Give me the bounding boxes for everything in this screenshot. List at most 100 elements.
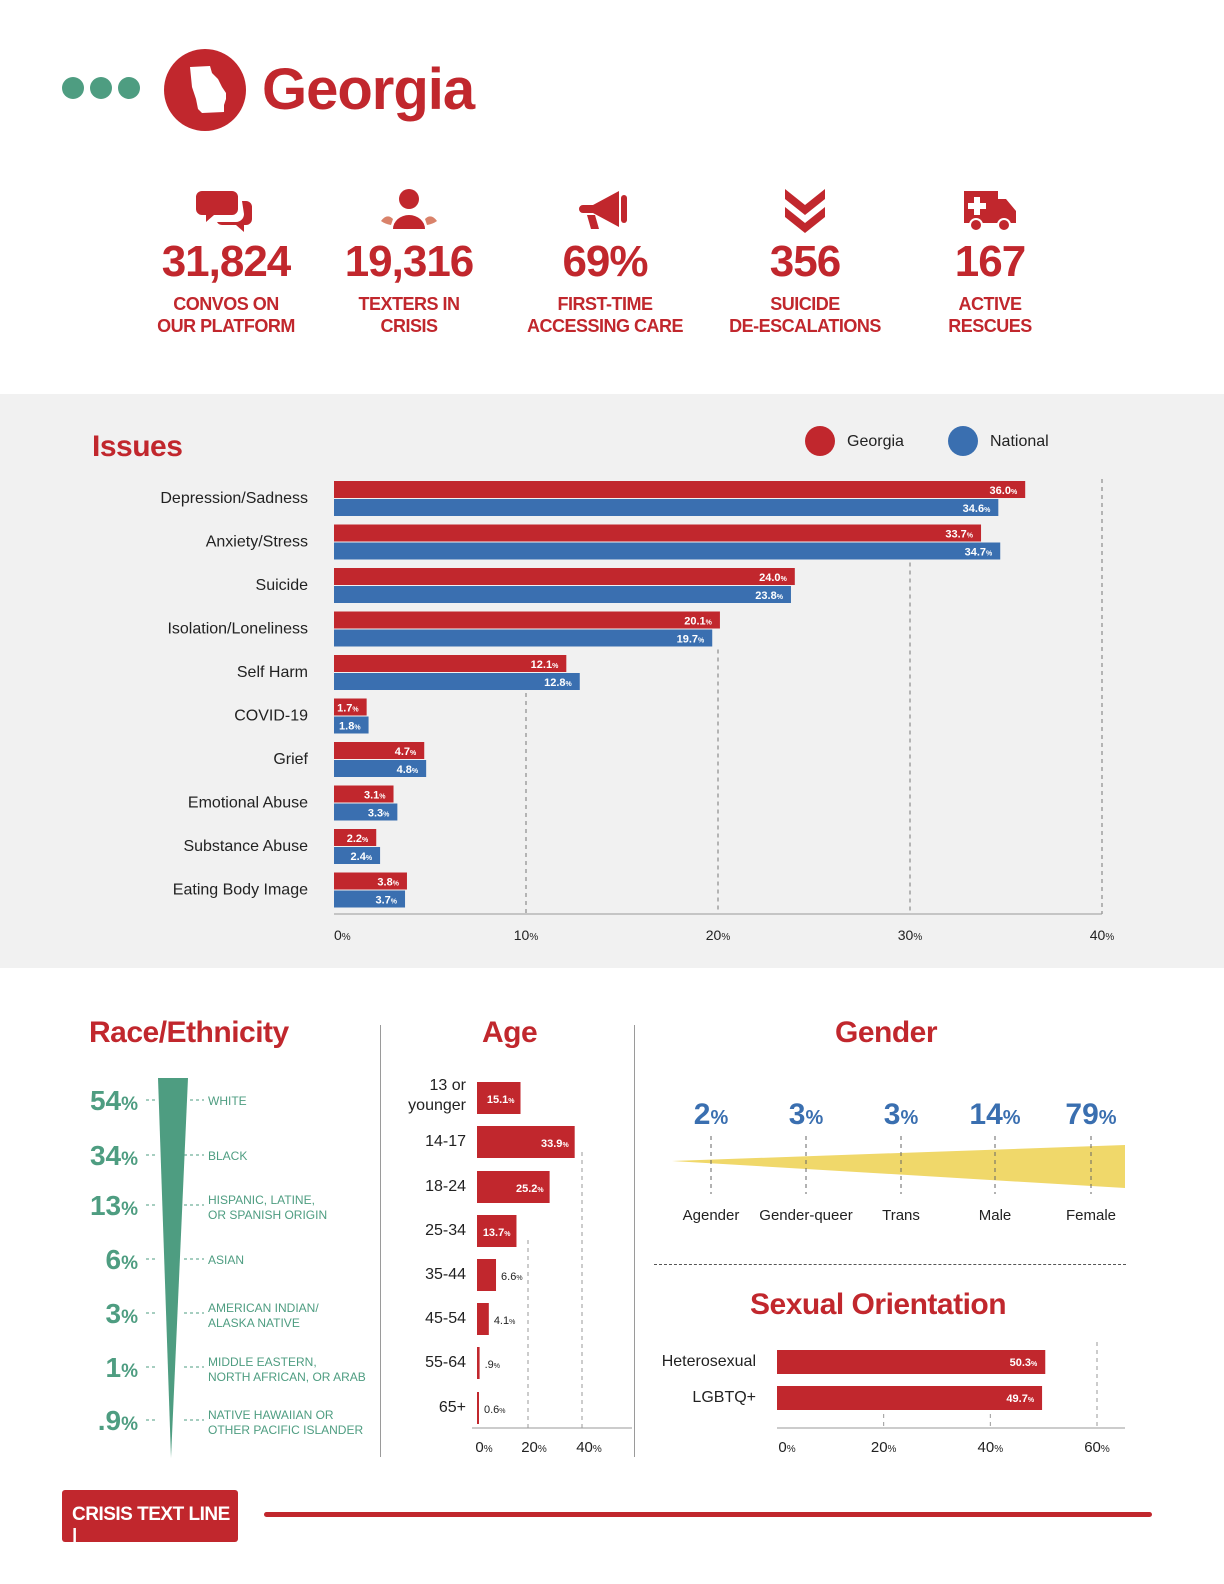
age-bar <box>477 1392 479 1424</box>
issues-bar-georgia <box>334 524 982 542</box>
stat-3: 356 SUICIDE DE-ESCALATIONS <box>705 185 905 337</box>
stat-label-line-1: ACTIVE <box>958 294 1022 314</box>
issues-tick-label: 30% <box>898 927 923 943</box>
race-title: Race/Ethnicity <box>89 1016 289 1049</box>
orientation-tick-label: 20% <box>871 1439 897 1456</box>
issues-bar-national <box>334 586 791 603</box>
issues-bar-label: 19.7% <box>677 634 705 646</box>
orientation-category-label: LGBTQ+ <box>692 1389 756 1406</box>
issues-bar-label: 24.0% <box>759 572 787 584</box>
gender-chart: 2% Agender 3% Gender-queer 3% Trans 14% Male 79%… <box>672 1098 1125 1224</box>
stat-label: CONVOS ON OUR PLATFORM <box>126 293 326 337</box>
issues-category-label: Depression/Sadness <box>160 490 308 507</box>
issues-bar-label: 4.8% <box>397 764 419 776</box>
issues-category-label: COVID-19 <box>234 708 308 725</box>
gender-value: 3% <box>789 1098 824 1131</box>
age-bar-label: 33.9% <box>541 1138 569 1150</box>
age-bar-label: 0.6% <box>484 1404 506 1416</box>
issues-bar-georgia <box>334 742 425 759</box>
gender-value: 2% <box>694 1098 729 1131</box>
race-label: NORTH AFRICAN, OR ARAB <box>208 1370 366 1384</box>
race-label: HISPANIC, LATINE, <box>208 1193 315 1207</box>
stat-value: 356 <box>769 237 841 286</box>
stat-label-line-1: SUICIDE <box>770 294 840 314</box>
age-bar <box>477 1303 489 1335</box>
stat-label: ACTIVE RESCUES <box>890 293 1090 337</box>
issues-bar-national <box>334 629 713 647</box>
megaphone-icon <box>579 191 627 229</box>
stat-value: 69% <box>562 237 648 286</box>
issues-bar-national <box>334 847 381 864</box>
stat-2: 69% FIRST-TIME ACCESSING CARE <box>505 185 705 337</box>
legend-georgia-label: Georgia <box>847 433 904 450</box>
issues-category-label: Emotional Abuse <box>188 795 308 812</box>
age-bar <box>477 1347 480 1379</box>
issues-bar-national <box>334 673 580 690</box>
issues-tick-label: 10% <box>514 927 539 943</box>
issues-bar-label: 12.1% <box>531 659 559 671</box>
race-label: WHITE <box>208 1094 247 1108</box>
issues-category-label: Isolation/Loneliness <box>167 621 308 638</box>
issues-bar-national <box>334 542 1001 560</box>
issues-category-label: Suicide <box>256 577 309 594</box>
stat-label: FIRST-TIME ACCESSING CARE <box>505 293 705 337</box>
issues-bar-label: 2.2% <box>347 833 369 845</box>
issues-category-label: Self Harm <box>237 664 308 681</box>
state-title: Georgia <box>262 57 475 122</box>
person-icon <box>381 189 437 229</box>
age-category-label: 13 or <box>430 1077 467 1094</box>
race-chart: 54% WHITE 34% BLACK 13% HISPANIC, LATINE,OR S… <box>90 1078 366 1458</box>
issues-category-label: Grief <box>273 751 308 768</box>
stat-value: 167 <box>954 237 1026 286</box>
gender-label: Female <box>1066 1207 1116 1224</box>
age-title: Age <box>482 1016 538 1049</box>
issues-tick-label: 40% <box>1090 927 1115 943</box>
race-value: 54% <box>90 1085 138 1116</box>
stat-4: 167 ACTIVE RESCUES <box>890 185 1090 337</box>
race-funnel-shape <box>158 1078 188 1458</box>
issues-bar-label: 12.8% <box>544 677 572 689</box>
issues-bar-label: 3.8% <box>377 877 399 889</box>
race-label: NATIVE HAWAIIAN OR <box>208 1408 334 1422</box>
orientation-tick-label: 60% <box>1084 1439 1110 1456</box>
age-bar <box>477 1215 517 1247</box>
age-chart: 13 or younger 15.1% 14-17 33.9% 18-24 25.2% 25-… <box>408 1077 632 1456</box>
race-label: MIDDLE EASTERN, <box>208 1355 317 1369</box>
stat-label-line-2: RESCUES <box>948 316 1032 336</box>
issues-bar-label: 23.8% <box>755 590 783 602</box>
age-category-label: younger <box>408 1097 466 1114</box>
age-bar-label: .9% <box>485 1359 500 1371</box>
divider-1 <box>380 1025 381 1457</box>
orientation-category-label: Heterosexual <box>662 1353 756 1370</box>
orientation-bar <box>777 1386 1043 1410</box>
issues-bar-georgia <box>334 698 367 716</box>
issues-category-label: Anxiety/Stress <box>206 534 308 551</box>
legend-georgia-dot <box>805 426 835 456</box>
gender-label: Gender-queer <box>759 1207 852 1224</box>
age-category-label: 18-24 <box>425 1178 466 1195</box>
issues-bar-georgia <box>334 568 795 585</box>
gender-label: Agender <box>683 1207 740 1224</box>
gender-label: Trans <box>882 1207 920 1224</box>
stat-value: 19,316 <box>344 237 475 286</box>
issues-category-label: Eating Body Image <box>173 882 308 899</box>
issues-bar-label: 36.0% <box>990 485 1018 497</box>
gender-value: 14% <box>969 1098 1020 1131</box>
header-dot-3 <box>118 77 140 99</box>
age-bar-label: 6.6% <box>501 1271 523 1283</box>
ambulance-icon <box>964 191 1016 232</box>
age-category-label: 55-64 <box>425 1354 466 1371</box>
age-tick-label: 0% <box>475 1439 492 1456</box>
race-value: 3% <box>106 1298 139 1329</box>
race-label: OTHER PACIFIC ISLANDER <box>208 1423 363 1437</box>
header-dot-1 <box>62 77 84 99</box>
race-value: 1% <box>106 1352 139 1383</box>
gender-wedge-shape <box>672 1145 1125 1188</box>
divider-2 <box>634 1025 635 1457</box>
crisis-text-line-logo: CRISIS TEXT LINE | <box>62 1490 238 1547</box>
issues-title: Issues <box>92 430 183 463</box>
stat-label: SUICIDE DE-ESCALATIONS <box>705 293 905 337</box>
issues-bar-georgia <box>334 785 394 803</box>
issues-tick-label: 20% <box>706 927 731 943</box>
stat-label-line-1: TEXTERS IN <box>358 294 460 314</box>
